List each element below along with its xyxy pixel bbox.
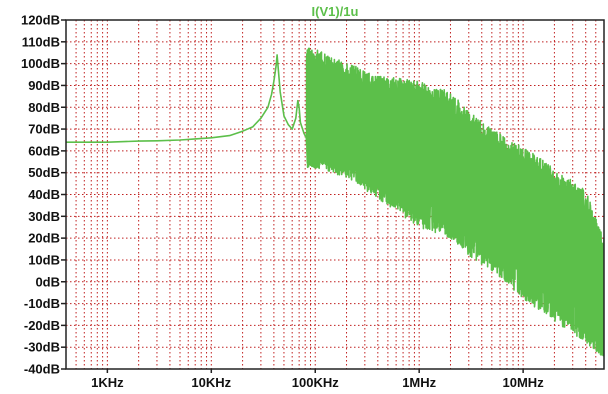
x-tick-label: 10MHz bbox=[503, 375, 545, 390]
y-tick-label: 80dB bbox=[28, 100, 60, 115]
y-axis: 120dB 110dB 100dB 90dB 80dB 70dB 60dB 50dB 40dB 3… bbox=[21, 13, 66, 377]
chart-title: I(V1)/1u bbox=[312, 4, 359, 19]
y-tick-label: 20dB bbox=[28, 231, 60, 246]
y-tick-label: -40dB bbox=[24, 362, 60, 377]
y-tick-label: 60dB bbox=[28, 143, 60, 158]
y-tick-label: 70dB bbox=[28, 122, 60, 137]
x-axis: 1KHz 10KHz 100KHz 1MHz 10MHz bbox=[91, 369, 544, 390]
y-tick-label: 40dB bbox=[28, 187, 60, 202]
series-line bbox=[66, 47, 604, 357]
y-tick-label: 0dB bbox=[35, 274, 60, 289]
y-tick-label: -30dB bbox=[24, 340, 60, 355]
y-tick-label: 10dB bbox=[28, 252, 60, 267]
y-tick-label: 50dB bbox=[28, 165, 60, 180]
x-tick-label: 1KHz bbox=[91, 375, 124, 390]
y-tick-label: 100dB bbox=[21, 56, 60, 71]
y-tick-label: -10dB bbox=[24, 296, 60, 311]
y-tick-label: 30dB bbox=[28, 209, 60, 224]
trace bbox=[66, 47, 604, 357]
y-tick-label: 110dB bbox=[22, 34, 60, 49]
x-tick-label: 1MHz bbox=[402, 375, 436, 390]
x-tick-label: 100KHz bbox=[292, 375, 339, 390]
y-tick-label: -20dB bbox=[24, 318, 60, 333]
x-tick-label: 10KHz bbox=[191, 375, 231, 390]
y-tick-label: 90dB bbox=[28, 78, 60, 93]
y-tick-label: 120dB bbox=[21, 13, 60, 28]
